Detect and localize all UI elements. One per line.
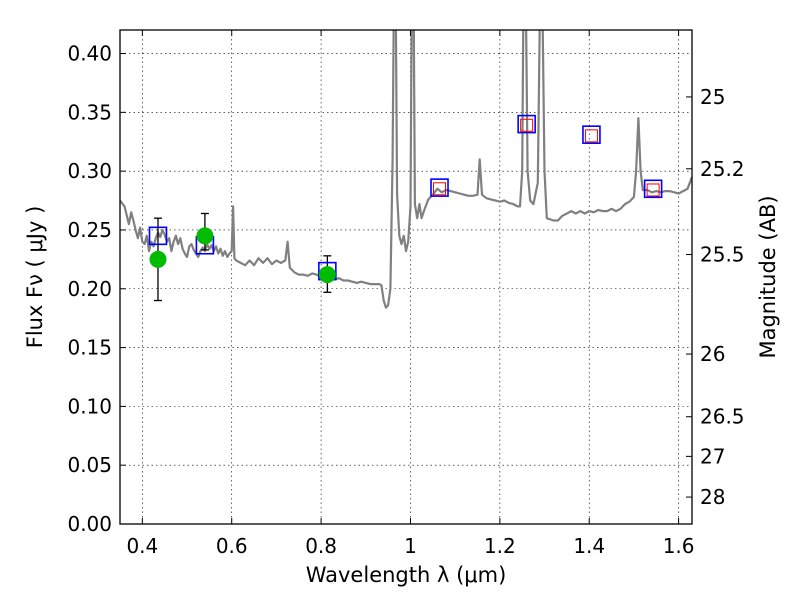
x-tick-label: 1.2 bbox=[484, 534, 516, 558]
x-tick-label: 1 bbox=[404, 534, 417, 558]
mag-tick-label: 28 bbox=[700, 485, 725, 509]
mag-tick-label: 27 bbox=[700, 444, 725, 468]
model-photometry-inner-marker bbox=[584, 129, 598, 143]
mag-tick-label: 25 bbox=[700, 85, 725, 109]
plot-frame bbox=[119, 29, 693, 525]
observed-flux-point bbox=[318, 266, 336, 284]
model-photometry-marker bbox=[582, 125, 601, 144]
mag-tick-label: 25.5 bbox=[700, 243, 745, 267]
observed-flux-point bbox=[196, 227, 214, 245]
mag-tick-label: 25.2 bbox=[700, 157, 745, 181]
model-photometry-marker bbox=[148, 226, 168, 246]
y-tick-label: 0.25 bbox=[67, 218, 112, 242]
tick-layer: 0.4 0.6 0.8 1 1.2 1.4 1.6 0.00 0.05 0.10 0.15 0.20 0… bbox=[67, 30, 745, 558]
y-tick-label: 0.40 bbox=[67, 42, 112, 66]
model-sed-line bbox=[120, 30, 692, 309]
x-tick-label: 1.4 bbox=[573, 534, 605, 558]
x-tick-label: 0.6 bbox=[216, 534, 248, 558]
y-tick-label: 0.30 bbox=[67, 159, 112, 183]
y-tick-label: 0.05 bbox=[67, 453, 112, 477]
observed-flux-point bbox=[149, 250, 167, 268]
series-layer bbox=[120, 30, 692, 309]
x-axis-label: Wavelength λ (μm) bbox=[306, 563, 507, 587]
x-tick-label: 0.8 bbox=[305, 534, 337, 558]
y-tick-label: 0.00 bbox=[67, 512, 112, 536]
y-tick-label: 0.10 bbox=[67, 394, 112, 418]
y-axis-right-label: Magnitude (AB) bbox=[756, 195, 780, 358]
model-photometry-inner-marker bbox=[646, 183, 660, 197]
x-tick-label: 0.4 bbox=[126, 534, 158, 558]
plot-area bbox=[120, 30, 692, 309]
model-photometry-marker bbox=[643, 179, 663, 199]
mag-tick-label: 26 bbox=[700, 342, 725, 366]
model-photometry-inner-marker bbox=[433, 182, 447, 196]
y-tick-label: 0.20 bbox=[67, 277, 112, 301]
model-photometry-inner-marker bbox=[520, 118, 534, 132]
model-photometry-marker bbox=[517, 114, 536, 134]
y-tick-label: 0.15 bbox=[67, 336, 112, 360]
grid-layer bbox=[120, 30, 692, 525]
y-axis-label: Flux Fν ( μJy ) bbox=[23, 206, 47, 349]
y-tick-label: 0.35 bbox=[67, 100, 112, 124]
model-photometry-marker bbox=[430, 178, 449, 197]
mag-tick-label: 26.5 bbox=[700, 405, 745, 429]
x-tick-label: 1.6 bbox=[663, 534, 695, 558]
